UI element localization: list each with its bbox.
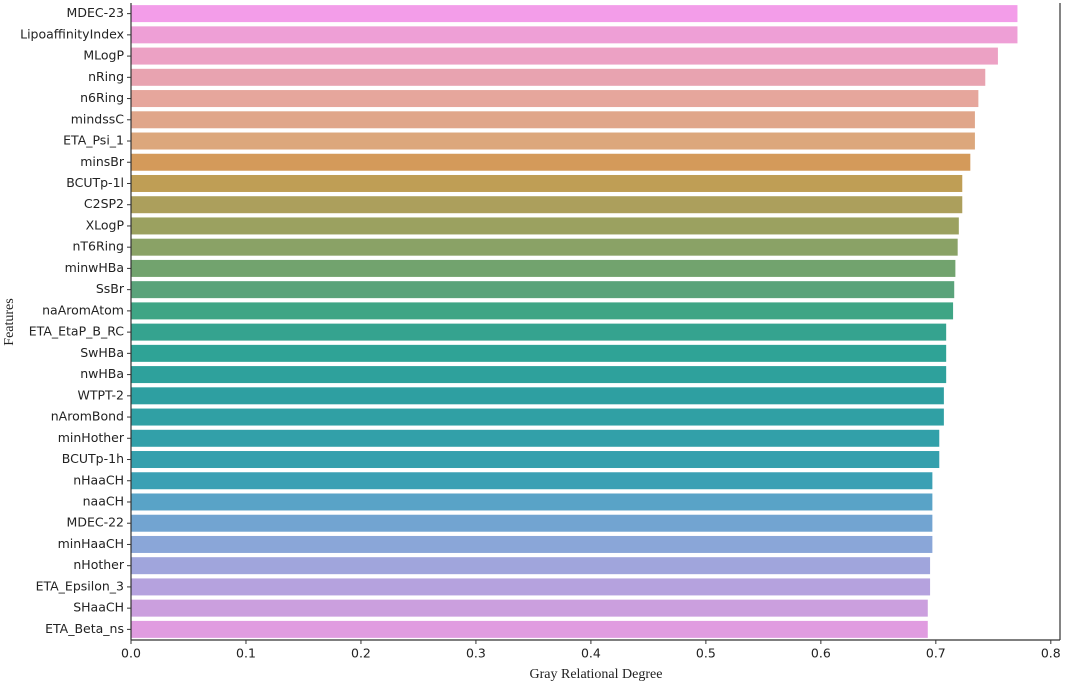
y-tick-label: ETA_Beta_ns bbox=[45, 621, 124, 636]
y-tick-label: nT6Ring bbox=[72, 239, 124, 254]
y-tick-label: minHother bbox=[58, 430, 125, 445]
x-tick-label: 0.5 bbox=[696, 646, 716, 661]
bar bbox=[131, 451, 940, 469]
y-tick-label: mindssC bbox=[71, 111, 125, 126]
bar bbox=[131, 68, 986, 86]
x-tick-label: 0.0 bbox=[121, 646, 141, 661]
y-tick-label: n6Ring bbox=[80, 90, 124, 105]
y-tick-label: SwHBa bbox=[80, 345, 124, 360]
bar bbox=[131, 344, 947, 362]
y-tick-label: MDEC-22 bbox=[67, 515, 124, 530]
y-tick-label: minwHBa bbox=[65, 260, 124, 275]
y-tick-label: nAromBond bbox=[51, 409, 124, 424]
bar bbox=[131, 472, 933, 490]
y-tick-label: nwHBa bbox=[80, 366, 124, 381]
y-tick-label: ETA_Psi_1 bbox=[63, 133, 124, 148]
bar bbox=[131, 174, 963, 192]
bar bbox=[131, 599, 928, 617]
bar bbox=[131, 366, 947, 384]
x-tick-label: 0.6 bbox=[811, 646, 831, 661]
y-tick-label: nRing bbox=[88, 69, 124, 84]
y-tick-label: minsBr bbox=[80, 154, 125, 169]
bar bbox=[131, 153, 971, 171]
bar bbox=[131, 132, 975, 150]
bar bbox=[131, 47, 998, 65]
bar bbox=[131, 408, 944, 426]
bar bbox=[131, 111, 975, 129]
bar bbox=[131, 387, 944, 405]
y-tick-label: SsBr bbox=[96, 281, 125, 296]
y-tick-label: naaCH bbox=[83, 493, 124, 508]
y-tick-label: C2SP2 bbox=[84, 196, 124, 211]
x-tick-label: 0.2 bbox=[351, 646, 371, 661]
bar bbox=[131, 493, 933, 511]
bar bbox=[131, 302, 954, 320]
x-tick-label: 0.7 bbox=[926, 646, 946, 661]
y-tick-label: SHaaCH bbox=[73, 600, 124, 615]
bar bbox=[131, 26, 1018, 44]
y-tick-label: ETA_Epsilon_3 bbox=[36, 578, 124, 593]
y-tick-label: BCUTp-1l bbox=[66, 175, 124, 190]
y-tick-label: nHother bbox=[73, 557, 124, 572]
x-axis-title: Gray Relational Degree bbox=[530, 667, 663, 682]
y-tick-label: minHaaCH bbox=[58, 536, 124, 551]
bar bbox=[131, 514, 933, 532]
y-tick-label: MLogP bbox=[83, 48, 124, 63]
bar bbox=[131, 557, 931, 575]
bar bbox=[131, 535, 933, 553]
bar bbox=[131, 578, 931, 596]
bar bbox=[131, 196, 963, 214]
x-tick-label: 0.4 bbox=[581, 646, 601, 661]
y-tick-label: MDEC-23 bbox=[67, 5, 124, 20]
y-axis-title: Features bbox=[2, 298, 17, 345]
bar bbox=[131, 259, 956, 277]
bar bbox=[131, 281, 955, 299]
bar bbox=[131, 90, 979, 108]
bar bbox=[131, 238, 958, 256]
x-tick-label: 0.8 bbox=[1041, 646, 1061, 661]
bar bbox=[131, 5, 1018, 23]
y-tick-label: BCUTp-1h bbox=[62, 451, 124, 466]
bar bbox=[131, 323, 947, 341]
y-tick-label: XLogP bbox=[86, 217, 125, 232]
bar bbox=[131, 620, 928, 638]
y-tick-label: ETA_EtaP_B_RC bbox=[29, 324, 124, 339]
bar bbox=[131, 429, 940, 447]
y-tick-label: nHaaCH bbox=[73, 472, 124, 487]
x-tick-label: 0.3 bbox=[466, 646, 486, 661]
y-tick-label: LipoaffinityIndex bbox=[20, 26, 124, 41]
x-tick-label: 0.1 bbox=[236, 646, 256, 661]
y-tick-label: naAromAtom bbox=[42, 302, 124, 317]
bar bbox=[131, 217, 959, 235]
y-tick-label: WTPT-2 bbox=[78, 387, 124, 402]
